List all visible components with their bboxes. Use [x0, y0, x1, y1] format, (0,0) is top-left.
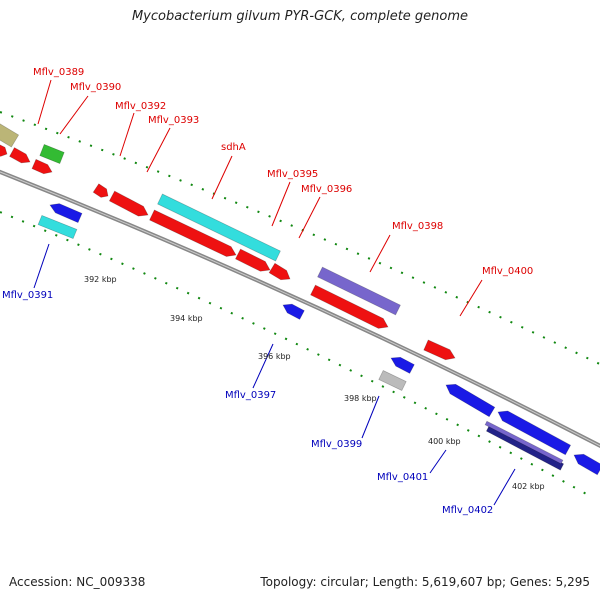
leader-line-6 — [298, 196, 321, 239]
feature-mflv-0402a — [497, 410, 572, 456]
feature-mflv-0392 — [92, 183, 109, 198]
leader-line-5 — [271, 181, 291, 227]
gene-label: Mflv_0401 — [377, 472, 428, 483]
feature-mflv-0391b — [37, 214, 78, 240]
feature-mflv-0397 — [282, 303, 305, 320]
gene-label: Mflv_0396 — [301, 184, 352, 195]
feature-mflv-0402b — [484, 420, 564, 465]
gene-label: Mflv_0389 — [33, 67, 84, 78]
gene-label: Mflv_0391 — [2, 290, 53, 301]
genome-summary: Topology: circular; Length: 5,619,607 bp… — [260, 575, 590, 589]
position-label: 400 kbp — [428, 437, 461, 446]
feature-mflv-0389a — [0, 144, 8, 157]
label-leaders — [33, 79, 516, 506]
leader-line-8 — [459, 279, 483, 317]
feature-mflv-0398b — [310, 284, 389, 329]
leader-line-3 — [146, 127, 171, 173]
feature-mflv-0396b — [268, 262, 291, 281]
backbone-highlight — [0, 171, 600, 447]
leader-line-1 — [59, 95, 89, 135]
leader-line-9 — [33, 243, 50, 289]
feature-mflv-0391 — [49, 203, 83, 224]
leader-line-4 — [211, 155, 233, 200]
gene-label: Mflv_0397 — [225, 390, 276, 401]
leader-line-0 — [37, 79, 52, 125]
feature-mflv-0402 — [485, 424, 565, 471]
gene-label: Mflv_0402 — [442, 505, 493, 516]
gene-features — [0, 123, 600, 476]
feature-mflv-0400 — [423, 339, 456, 361]
feature-mflv-0398 — [317, 266, 401, 316]
leader-line-11 — [361, 395, 380, 439]
feature-mflv-0401 — [445, 383, 496, 418]
position-labels: 392 kbp 394 kbp 396 kbp 398 kbp 400 kbp 402 k… — [84, 275, 545, 491]
tick-marks — [0, 111, 600, 497]
feature-sdha — [157, 193, 281, 262]
feature-green — [39, 143, 65, 165]
leader-line-2 — [119, 112, 135, 157]
position-label: 396 kbp — [258, 352, 291, 361]
feature-mflv-0402c — [573, 453, 600, 476]
feature-mflv-0389b — [9, 147, 31, 164]
feature-mflv-0395 — [149, 209, 237, 257]
gene-label: Mflv_0399 — [311, 439, 362, 450]
gene-label: sdhA — [221, 142, 246, 153]
feature-mflv-0396a — [235, 248, 271, 272]
feature-mflv-0390 — [31, 158, 53, 175]
tick-row-1 — [0, 111, 600, 366]
gene-label: Mflv_0395 — [267, 169, 318, 180]
gene-label: Mflv_0400 — [482, 266, 533, 277]
accession-label: Accession: NC_009338 — [9, 575, 146, 589]
map-title: Mycobacterium gilvum PYR-GCK, complete g… — [131, 9, 469, 24]
feature-olive — [0, 123, 20, 148]
position-label: 392 kbp — [84, 275, 117, 284]
gene-label: Mflv_0392 — [115, 101, 166, 112]
position-label: 398 kbp — [344, 394, 377, 403]
backbone — [0, 169, 600, 449]
feature-grey — [378, 370, 407, 391]
feature-mflv-0399 — [390, 356, 415, 374]
leader-line-10 — [252, 343, 274, 389]
gene-label: Mflv_0393 — [148, 115, 199, 126]
position-label: 402 kbp — [512, 482, 545, 491]
feature-mflv-0393 — [108, 190, 149, 217]
position-label: 394 kbp — [170, 314, 203, 323]
gene-label: Mflv_0390 — [70, 82, 121, 93]
leader-line-12 — [429, 449, 447, 474]
leader-line-7 — [369, 234, 391, 273]
gene-labels: Mflv_0389 Mflv_0390 Mflv_0392 Mflv_0393 sdhA… — [2, 67, 533, 516]
tick-row-2 — [0, 211, 591, 497]
leader-line-13 — [493, 468, 516, 506]
gene-label: Mflv_0398 — [392, 221, 443, 232]
